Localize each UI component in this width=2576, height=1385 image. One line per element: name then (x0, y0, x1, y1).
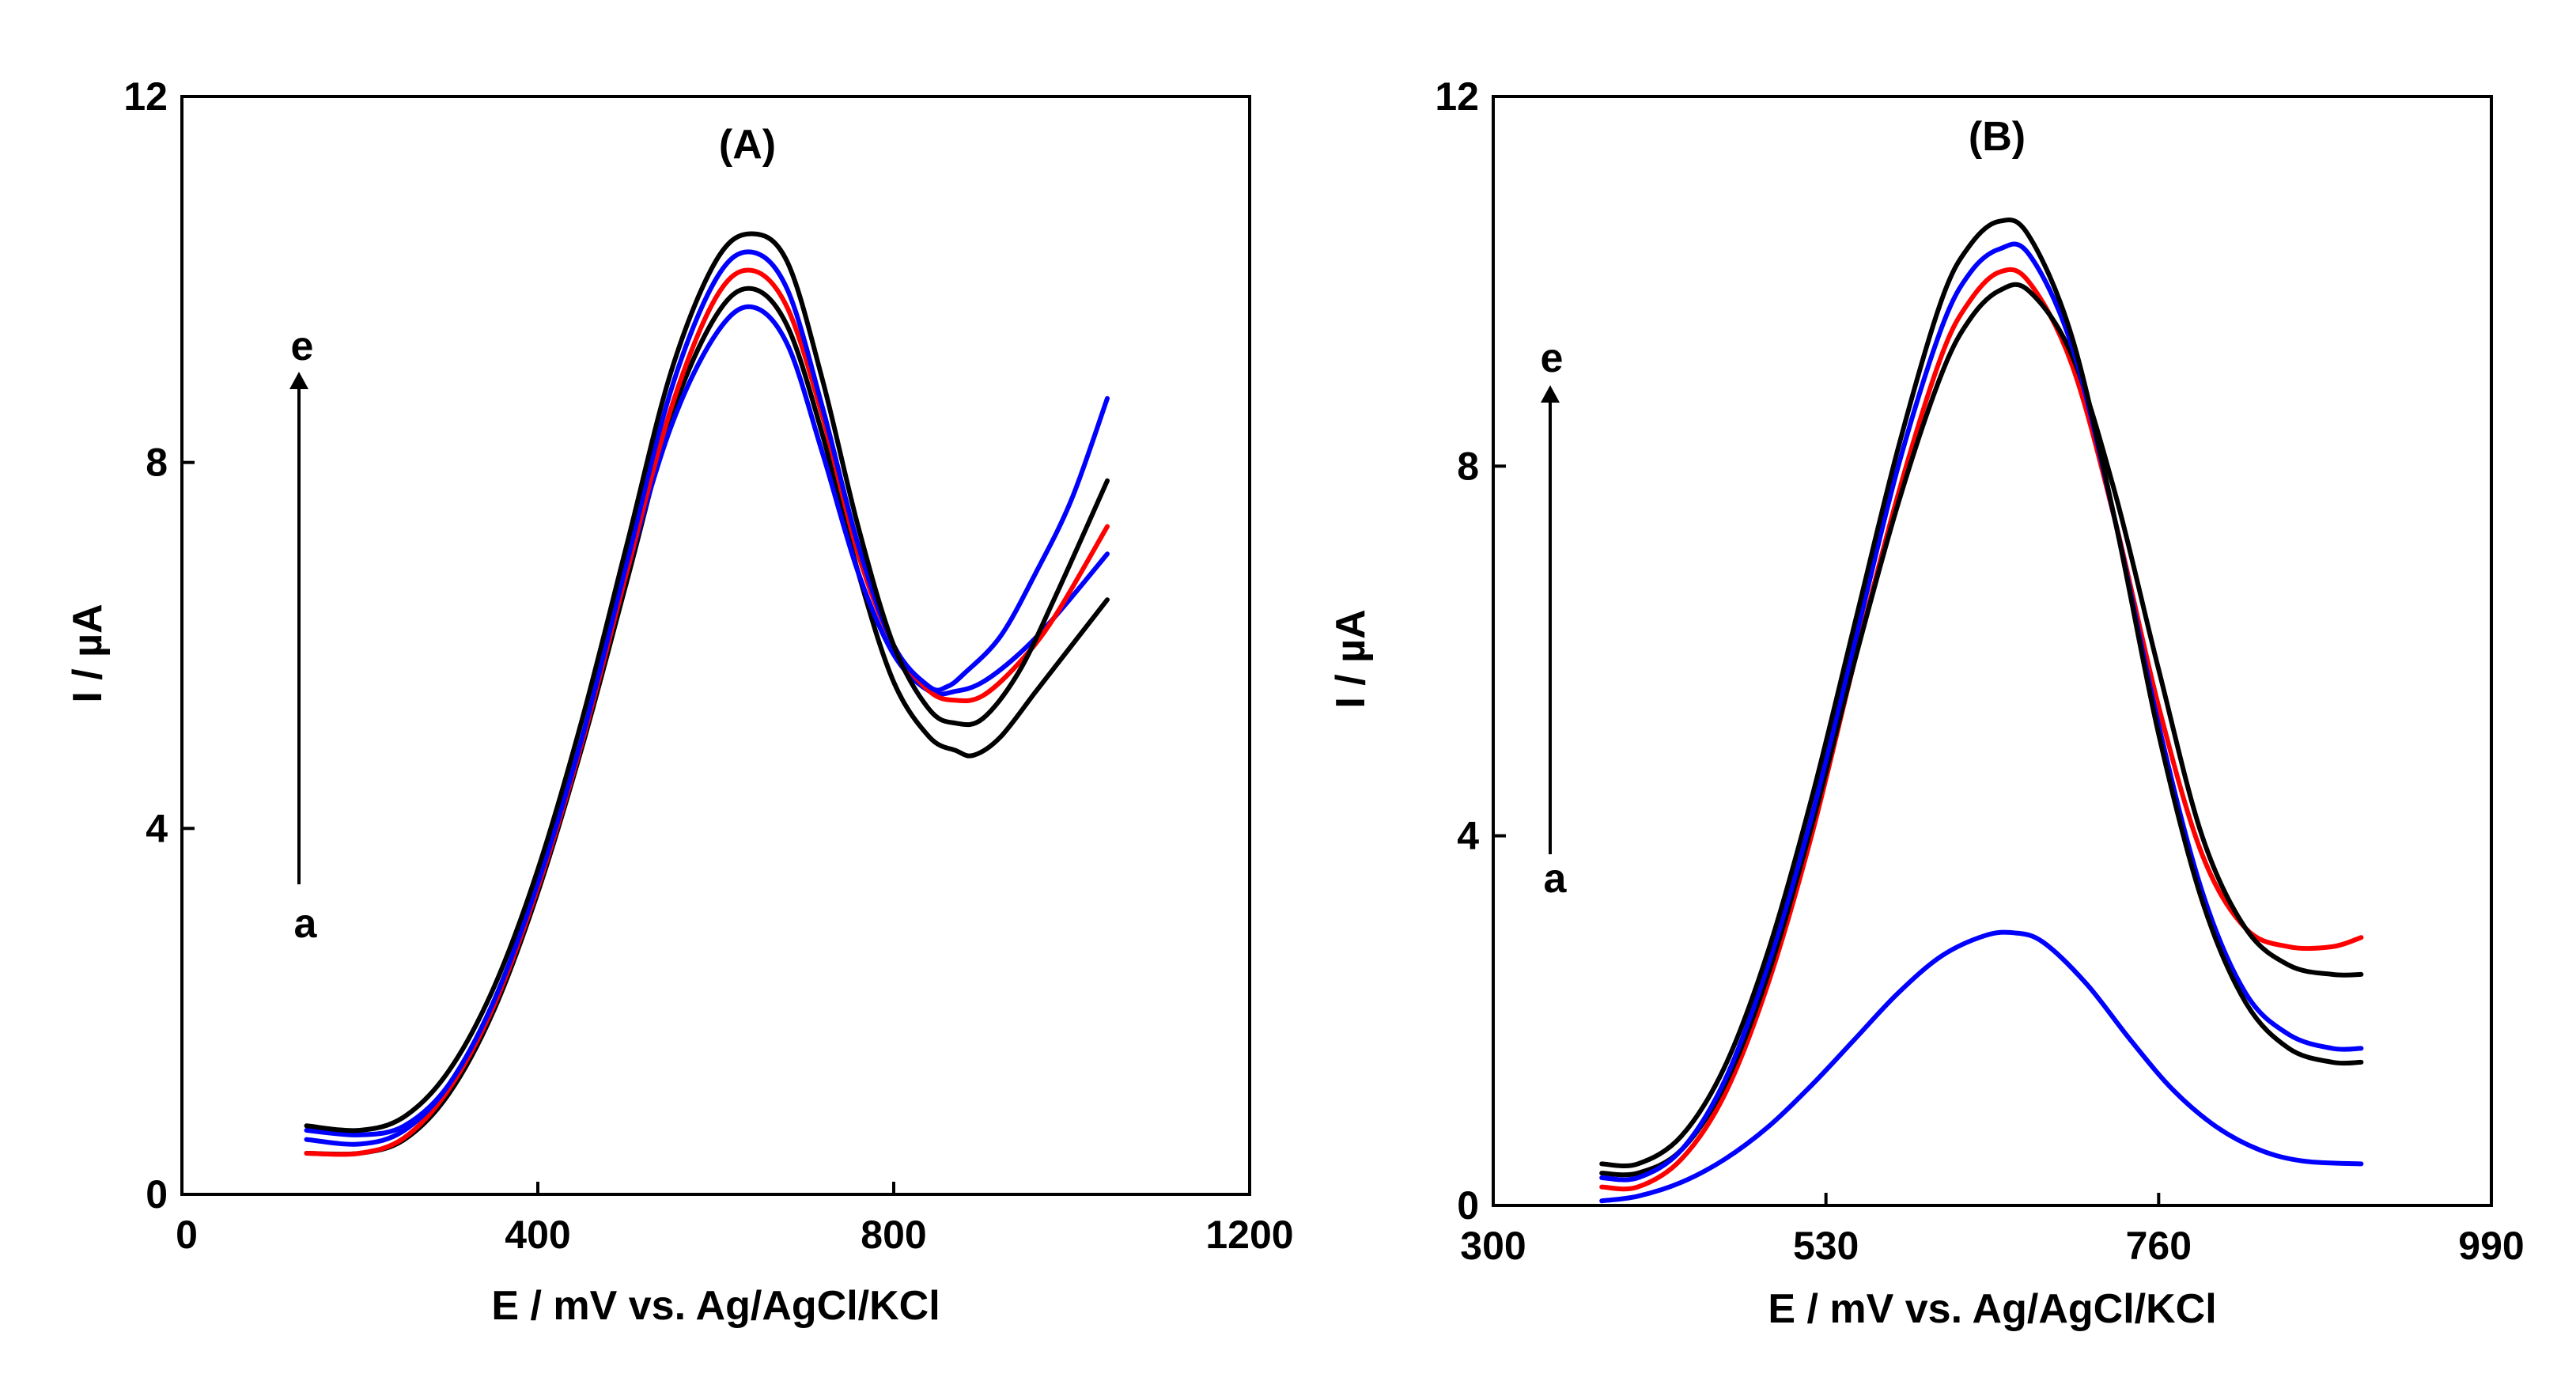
series-line-b (1599, 267, 2364, 1192)
y-tick-label: 8 (146, 441, 168, 485)
x-tick-label: 530 (1793, 1224, 1859, 1268)
y-tick-label: 4 (146, 806, 168, 850)
x-tick-label: 1200 (1205, 1213, 1293, 1257)
trend-start-label: a (1544, 856, 1568, 902)
x-tick-label: 300 (1460, 1224, 1526, 1268)
y-tick-label: 0 (1457, 1183, 1479, 1228)
x-axis-title: E / mV vs. Ag/AgCl/KCl (491, 1283, 940, 1329)
y-axis-title: I / µA (1328, 609, 1374, 708)
series-line-b (304, 304, 1110, 1137)
y-tick-label: 4 (1457, 814, 1479, 858)
series-line-c (1599, 282, 2364, 1178)
plot-frame (1492, 95, 2493, 1207)
y-tick-label: 0 (146, 1172, 168, 1217)
panel-title: (B) (1969, 114, 2026, 160)
x-tick-label: 800 (861, 1213, 926, 1257)
x-tick-label: 990 (2458, 1224, 2524, 1268)
panel-title: (A) (719, 122, 776, 168)
plot-frame (180, 95, 1251, 1196)
series-line-e (1599, 218, 2364, 1168)
trend-end-label: e (291, 324, 314, 369)
x-tick-label: 0 (176, 1213, 198, 1257)
panel-a: 0 4 8 12 0 400 800 1200 (A) E / mV vs. Ag/AgCl/KC… (65, 74, 1294, 1329)
series-line-e (304, 231, 1110, 1133)
trend-end-label: e (1541, 335, 1564, 381)
x-tick-label: 400 (505, 1213, 570, 1257)
series-line-d (1599, 241, 2364, 1183)
y-tick-label: 12 (1435, 74, 1479, 119)
trend-arrow-head (289, 372, 308, 389)
series-line-d (304, 249, 1110, 1147)
trend-arrow-head (1541, 385, 1560, 403)
series-line-a (304, 286, 1110, 1157)
series-line-a (1599, 929, 2364, 1204)
trend-start-label: a (294, 901, 318, 947)
x-tick-label: 760 (2126, 1224, 2192, 1268)
y-axis-title: I / µA (65, 604, 111, 702)
x-axis-title: E / mV vs. Ag/AgCl/KCl (1768, 1286, 2216, 1332)
panel-b: 0 4 8 12 300 530 760 990 (B) E / mV vs. Ag/AgCl/K… (1328, 74, 2525, 1332)
y-tick-label: 12 (123, 74, 168, 119)
y-tick-label: 8 (1457, 444, 1479, 488)
